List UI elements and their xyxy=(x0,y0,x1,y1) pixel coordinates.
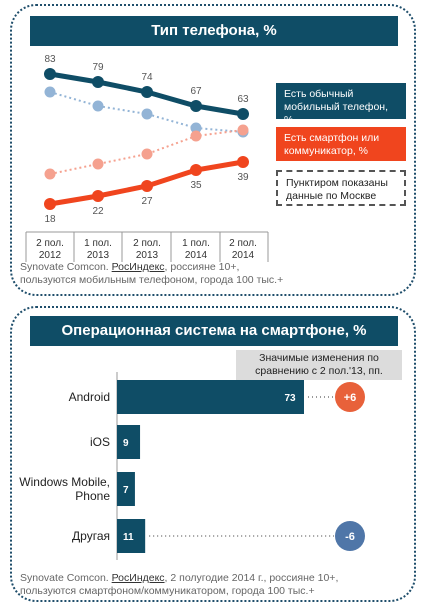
x-tick-label: 2012 xyxy=(39,250,62,261)
series-point-moscow xyxy=(141,108,153,120)
series-point xyxy=(92,76,104,88)
x-tick-label: 2013 xyxy=(87,250,110,261)
category-label: Android xyxy=(69,390,110,404)
series-point xyxy=(92,190,104,202)
series-point-moscow xyxy=(190,122,202,134)
series-point xyxy=(190,164,202,176)
data-label: 74 xyxy=(141,72,153,83)
series-point xyxy=(44,198,56,210)
source-note-2: Synovate Comcon. РосИндекс, 2 полугодие … xyxy=(20,572,400,598)
series-point-moscow xyxy=(92,100,104,112)
series-point-moscow xyxy=(190,130,202,142)
data-label: 83 xyxy=(44,54,56,65)
x-tick-label: 2014 xyxy=(232,250,255,261)
x-tick-label: 2 пол. xyxy=(229,238,257,249)
data-label: 35 xyxy=(190,180,202,191)
category-label: Windows Mobile, xyxy=(19,475,110,489)
data-label: 63 xyxy=(237,94,249,105)
legend-regular-phone-line2: мобильный телефон, % xyxy=(284,101,389,126)
x-tick-label: 2 пол. xyxy=(36,238,64,249)
data-label: 22 xyxy=(92,206,104,217)
bar xyxy=(117,425,141,459)
series-point-moscow xyxy=(141,148,153,160)
x-tick-label: 1 пол. xyxy=(182,238,210,249)
phone-type-title: Тип телефона, % xyxy=(30,16,398,46)
series-point xyxy=(141,180,153,192)
x-tick-label: 1 пол. xyxy=(84,238,112,249)
phone-type-panel xyxy=(10,4,416,296)
smartphone-os-panel xyxy=(10,306,416,602)
legend-smartphone-line1: Есть смартфон или xyxy=(284,132,380,144)
bar xyxy=(117,472,135,506)
category-label: iOS xyxy=(90,435,110,449)
change-badge xyxy=(335,382,365,412)
data-label: 18 xyxy=(44,214,56,225)
x-tick-label: 2 пол. xyxy=(133,238,161,249)
legend-smartphone-line2: коммуникатор, % xyxy=(284,145,368,157)
bar-value-label: 7 xyxy=(123,485,129,496)
legend-smartphone: Есть смартфон или коммуникатор, % xyxy=(276,127,406,161)
note-line2: сравнению с 2 пол.'13, пп. xyxy=(255,365,383,377)
source2-part2: , 2 полугодие 2014 г., россияне 10+, xyxy=(164,572,339,584)
source2-part3: пользуются смартфоном/коммуникатором, го… xyxy=(20,585,315,597)
series-point xyxy=(237,108,249,120)
change-badge xyxy=(335,521,365,551)
data-label: 67 xyxy=(190,86,202,97)
bar-value-label: 73 xyxy=(284,393,296,404)
x-tick-label: 2013 xyxy=(136,250,159,261)
source1-part2: , россияне 10+, xyxy=(164,261,240,273)
series-line-moscow-2 xyxy=(49,91,244,133)
change-value: -6 xyxy=(345,531,355,543)
series-point-moscow xyxy=(237,124,249,136)
source-note-1: Synovate Comcon. РосИндекс, россияне 10+… xyxy=(20,261,320,287)
category-label: Другая xyxy=(72,529,110,543)
source1-part1: Synovate Comcon. xyxy=(20,261,112,273)
bar-value-label: 9 xyxy=(123,438,129,449)
legend-moscow-line2: данные по Москве xyxy=(286,190,377,202)
legend-moscow-note: Пунктиром показаны данные по Москве xyxy=(276,170,406,206)
bar-value-label: 11 xyxy=(123,532,134,543)
note-line1: Значимые изменения по xyxy=(259,352,379,364)
source2-part1: Synovate Comcon. xyxy=(20,572,112,584)
data-label: 39 xyxy=(237,172,249,183)
smartphone-os-title: Операционная система на смартфоне, % xyxy=(30,316,398,346)
data-label: 27 xyxy=(141,196,153,207)
legend-regular-phone: Есть обычный мобильный телефон, % xyxy=(276,83,406,126)
legend-regular-phone-line1: Есть обычный xyxy=(284,88,354,100)
data-label: 79 xyxy=(92,62,104,73)
series-point xyxy=(141,86,153,98)
bar xyxy=(117,519,146,553)
series-point xyxy=(237,156,249,168)
source1-link[interactable]: РосИндекс xyxy=(111,261,165,273)
series-point xyxy=(190,100,202,112)
change-value: +6 xyxy=(344,392,357,404)
significant-changes-note: Значимые изменения по сравнению с 2 пол.… xyxy=(236,350,402,380)
series-point xyxy=(44,68,56,80)
series-point-moscow xyxy=(44,168,56,180)
x-tick-label: 2014 xyxy=(185,250,208,261)
bar xyxy=(117,380,304,414)
category-label: Phone xyxy=(75,489,110,503)
legend-moscow-line1: Пунктиром показаны xyxy=(286,177,388,189)
source2-link[interactable]: РосИндекс xyxy=(111,572,165,584)
source1-part3: пользуются мобильным телефоном, города 1… xyxy=(20,274,284,286)
series-point-moscow xyxy=(92,158,104,170)
series-point-moscow xyxy=(44,86,56,98)
